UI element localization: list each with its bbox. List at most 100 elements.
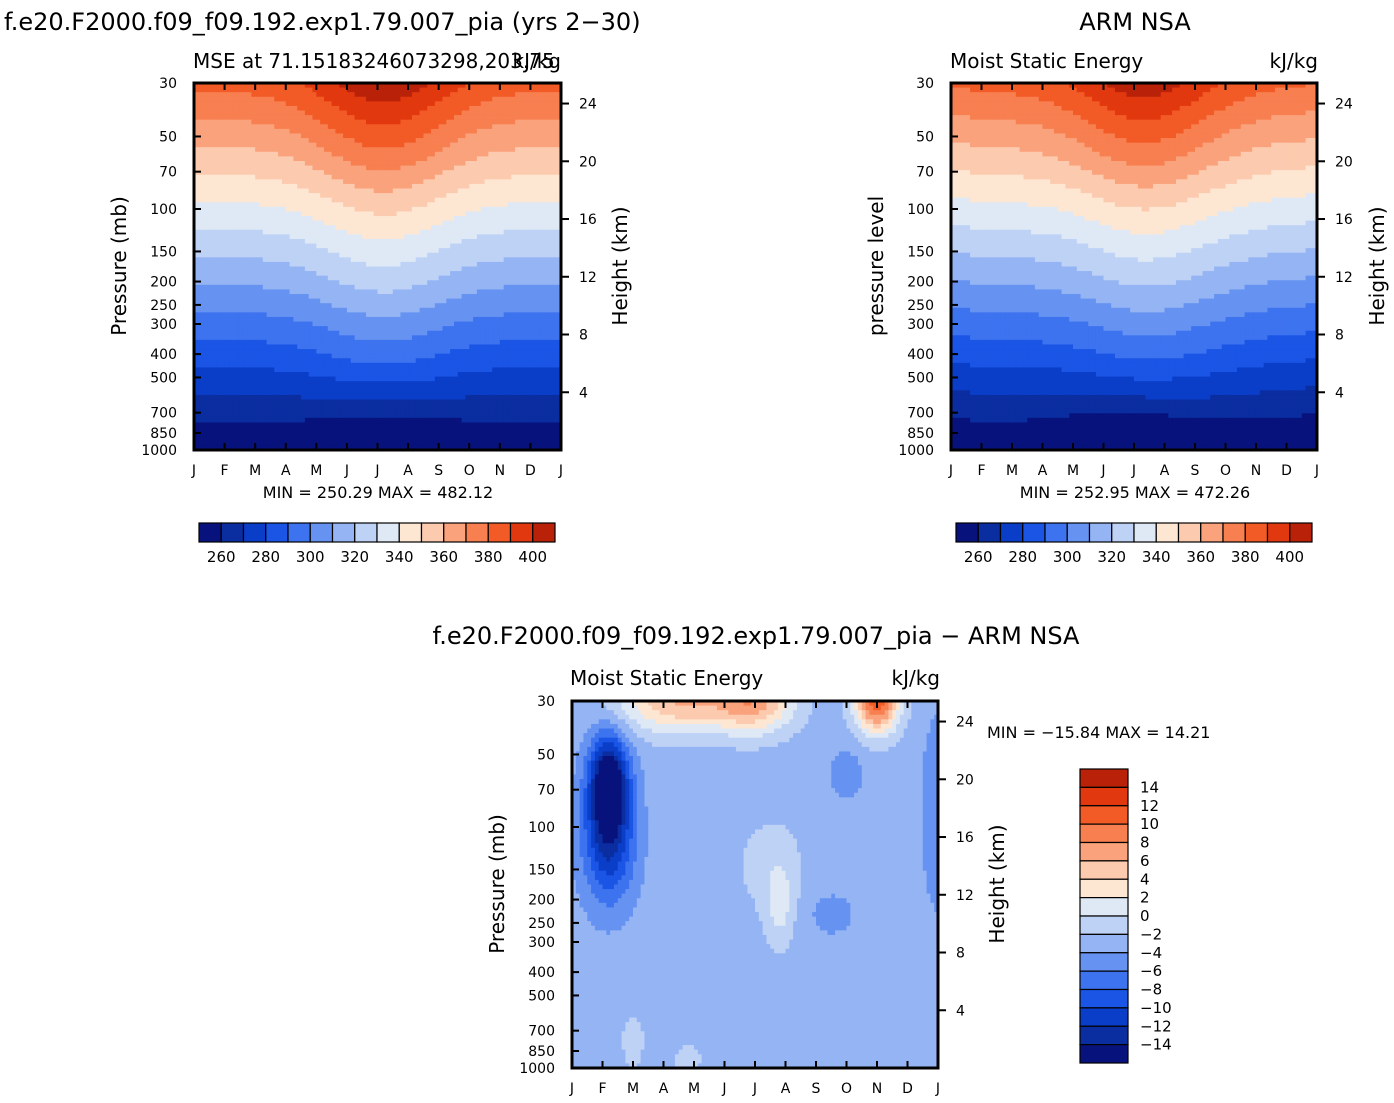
panel1-cell [515,276,519,281]
panel1-cell [435,294,439,299]
panel1-cell [439,312,443,317]
panel1-cell [550,244,554,249]
panel1-cell [523,317,527,322]
panel1-cell [439,111,443,116]
panel1-cell [339,115,343,120]
panel1-cell [381,193,385,198]
panel1-cell [477,166,481,171]
panel1-cell [347,106,351,111]
panel1-cell [355,179,359,184]
panel1-cell [381,152,385,157]
panel1-cell [263,244,267,249]
panel1-cell [446,317,450,322]
panel1-cell [374,120,378,125]
panel1-cell [553,294,557,299]
panel1-cell [351,299,355,304]
panel1-cell [358,276,362,281]
panel1-cell [351,170,355,175]
panel1-cell [267,129,271,134]
panel1-cell [393,299,397,304]
panel1-cell [202,267,206,272]
panel1-cell [553,170,557,175]
panel1-cell [488,170,492,175]
panel1-cell [332,211,336,216]
panel1-cell [400,202,404,207]
panel1-cell [225,303,229,308]
panel1-cell [301,207,305,212]
panel1-cell [263,92,267,97]
panel1-cell [209,211,213,216]
panel1-cell [519,189,523,194]
panel1-cell [293,161,297,166]
panel1-cell [485,101,489,106]
panel1-cell [324,161,328,166]
panel1-cell [473,184,477,189]
panel1-cell [446,207,450,212]
panel1-cell [374,276,378,281]
panel1-cell [335,294,339,299]
panel1-cell [282,92,286,97]
panel1-cell [385,120,389,125]
panel1-cell [198,175,202,180]
panel1-cell [282,211,286,216]
panel1-cell [462,289,466,294]
panel1-cell [458,106,462,111]
panel1-cell [446,184,450,189]
panel1-cell [328,129,332,134]
panel1-cell [240,202,244,207]
panel1-cell [515,262,519,267]
panel1-cell [550,285,554,290]
panel1-cell [538,225,542,230]
panel1-cell [530,271,534,276]
panel1-cell [370,101,374,106]
panel1-cell [332,166,336,171]
panel1-cell [301,129,305,134]
panel1-cell [458,230,462,235]
panel1-cell [404,133,408,138]
panel1-cell [297,257,301,262]
panel1-cell [332,97,336,102]
panel1-cell [397,244,401,249]
panel1-cell [515,88,519,93]
panel1-cell [236,97,240,102]
panel1-cell [366,161,370,166]
panel1-cell [450,221,454,226]
panel1-cell [244,289,248,294]
panel1-cell [236,202,240,207]
panel1-cell [213,280,217,285]
panel1-cell [458,111,462,116]
panel1-cell [244,193,248,198]
panel1-cell [228,138,232,143]
panel1-cell [465,124,469,129]
panel1-cell [511,184,515,189]
panel1-cell [481,289,485,294]
panel1-cell [481,179,485,184]
panel1-cell [458,211,462,216]
panel1-cell [550,225,554,230]
panel1-cell [274,92,278,97]
panel1-cell [439,253,443,258]
panel1-cell [481,267,485,272]
panel1-cell [263,129,267,134]
panel1-cell [385,276,389,281]
panel1-cell [553,184,557,189]
panel1-cell [550,115,554,120]
panel1-cell [370,234,374,239]
panel1-cell [550,152,554,157]
panel1-cell [546,262,550,267]
panel1-cell [263,267,267,272]
panel1-cell [335,92,339,97]
panel1-cell [523,106,527,111]
panel1-cell [248,129,252,134]
panel1-cell [274,179,278,184]
panel1-cell [274,193,278,198]
panel1-cell [427,303,431,308]
panel1-cell [504,92,508,97]
panel1-cell [400,198,404,203]
panel1-cell [213,244,217,249]
panel1-cell [240,317,244,322]
panel1-cell [240,170,244,175]
panel1-cell [485,92,489,97]
panel1-cell [251,294,255,299]
panel1-cell [496,234,500,239]
